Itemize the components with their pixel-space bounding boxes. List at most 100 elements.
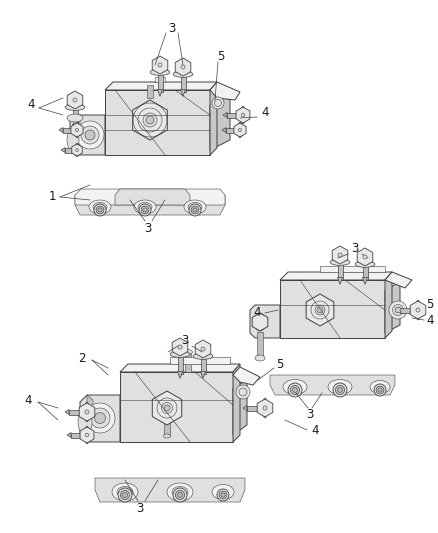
Ellipse shape	[283, 379, 307, 394]
Polygon shape	[70, 115, 105, 155]
Ellipse shape	[138, 203, 152, 212]
Ellipse shape	[237, 122, 243, 138]
Ellipse shape	[254, 313, 266, 331]
Ellipse shape	[212, 97, 224, 109]
Polygon shape	[65, 148, 77, 152]
Ellipse shape	[188, 203, 202, 212]
Ellipse shape	[143, 208, 147, 212]
Polygon shape	[177, 352, 183, 374]
Ellipse shape	[85, 130, 95, 140]
Polygon shape	[270, 375, 395, 395]
Ellipse shape	[262, 398, 268, 418]
Ellipse shape	[416, 308, 420, 312]
Ellipse shape	[392, 304, 403, 316]
Polygon shape	[280, 280, 385, 338]
Text: 4: 4	[24, 393, 32, 407]
Ellipse shape	[376, 386, 384, 394]
Ellipse shape	[139, 204, 151, 216]
Ellipse shape	[184, 350, 192, 354]
Polygon shape	[400, 308, 418, 312]
Polygon shape	[180, 72, 186, 92]
Ellipse shape	[238, 128, 242, 132]
Polygon shape	[233, 367, 260, 385]
Polygon shape	[75, 195, 225, 215]
Polygon shape	[147, 85, 153, 98]
Polygon shape	[59, 127, 63, 133]
Text: 4: 4	[253, 306, 261, 319]
Polygon shape	[61, 148, 65, 152]
Ellipse shape	[240, 106, 246, 124]
Ellipse shape	[73, 98, 77, 102]
Polygon shape	[338, 261, 343, 280]
Ellipse shape	[193, 208, 197, 212]
Ellipse shape	[212, 484, 234, 499]
Polygon shape	[357, 248, 373, 266]
Ellipse shape	[219, 491, 227, 499]
Polygon shape	[243, 406, 247, 410]
Polygon shape	[105, 82, 217, 90]
Ellipse shape	[141, 206, 149, 214]
Ellipse shape	[363, 255, 367, 259]
Ellipse shape	[239, 388, 247, 396]
Ellipse shape	[78, 409, 92, 435]
Polygon shape	[234, 123, 246, 137]
Ellipse shape	[170, 351, 190, 357]
Ellipse shape	[74, 122, 80, 138]
Ellipse shape	[117, 487, 133, 497]
Ellipse shape	[93, 203, 107, 212]
Ellipse shape	[112, 483, 138, 501]
Polygon shape	[95, 478, 245, 502]
Polygon shape	[201, 372, 205, 378]
Ellipse shape	[263, 406, 267, 410]
Polygon shape	[80, 395, 120, 442]
Ellipse shape	[288, 383, 302, 397]
Text: 4: 4	[426, 313, 434, 327]
Ellipse shape	[191, 206, 199, 214]
Polygon shape	[175, 58, 191, 76]
Text: 2: 2	[78, 351, 86, 365]
Polygon shape	[363, 262, 367, 280]
Polygon shape	[332, 246, 348, 264]
Ellipse shape	[173, 71, 193, 77]
Text: 4: 4	[311, 424, 319, 437]
Ellipse shape	[150, 69, 170, 75]
Text: 4: 4	[27, 98, 35, 110]
Ellipse shape	[90, 408, 110, 428]
Polygon shape	[233, 364, 240, 442]
Ellipse shape	[184, 200, 206, 214]
Ellipse shape	[172, 487, 188, 497]
Ellipse shape	[118, 488, 132, 502]
Ellipse shape	[143, 113, 157, 127]
Polygon shape	[164, 418, 170, 436]
Polygon shape	[115, 189, 190, 205]
Ellipse shape	[67, 114, 83, 122]
Ellipse shape	[173, 488, 187, 502]
Ellipse shape	[374, 384, 386, 396]
Ellipse shape	[333, 383, 347, 397]
Polygon shape	[385, 282, 400, 333]
Polygon shape	[152, 56, 168, 74]
Polygon shape	[75, 189, 225, 205]
Text: 3: 3	[168, 21, 176, 35]
Ellipse shape	[120, 490, 130, 499]
Ellipse shape	[217, 489, 229, 501]
Polygon shape	[75, 115, 80, 155]
Polygon shape	[71, 123, 83, 137]
Ellipse shape	[338, 387, 343, 392]
Polygon shape	[396, 308, 400, 312]
Polygon shape	[80, 427, 94, 443]
Ellipse shape	[317, 307, 323, 313]
Text: 3: 3	[306, 408, 314, 422]
Ellipse shape	[74, 143, 80, 157]
Polygon shape	[363, 277, 367, 285]
Ellipse shape	[76, 149, 78, 151]
Polygon shape	[280, 272, 392, 280]
Text: 5: 5	[276, 359, 284, 372]
Polygon shape	[338, 277, 343, 285]
Ellipse shape	[177, 492, 183, 497]
Text: 3: 3	[144, 222, 152, 235]
Ellipse shape	[75, 128, 78, 132]
Text: 5: 5	[426, 298, 434, 311]
Ellipse shape	[330, 259, 350, 265]
Ellipse shape	[98, 208, 102, 212]
